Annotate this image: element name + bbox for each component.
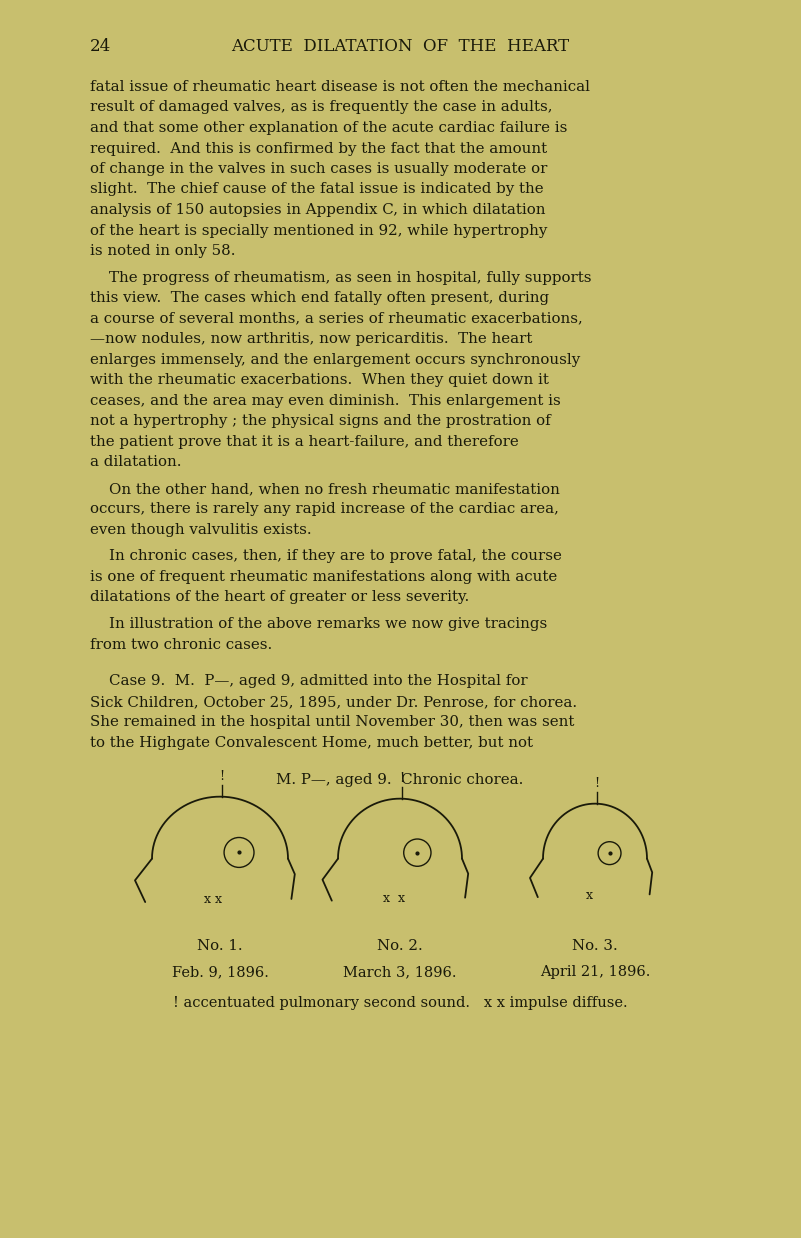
Text: x x: x x [204, 893, 222, 906]
Text: Case 9.  M.  P—, aged 9, admitted into the Hospital for: Case 9. M. P—, aged 9, admitted into the… [90, 675, 528, 688]
Text: required.  And this is confirmed by the fact that the amount: required. And this is confirmed by the f… [90, 141, 547, 156]
Text: x  x: x x [383, 891, 405, 905]
Text: to the Highgate Convalescent Home, much better, but not: to the Highgate Convalescent Home, much … [90, 737, 533, 750]
Text: !: ! [400, 771, 405, 785]
Text: On the other hand, when no fresh rheumatic manifestation: On the other hand, when no fresh rheumat… [90, 482, 560, 495]
Text: No. 1.: No. 1. [197, 938, 243, 953]
Text: fatal issue of rheumatic heart disease is not often the mechanical: fatal issue of rheumatic heart disease i… [90, 80, 590, 94]
Text: In chronic cases, then, if they are to prove fatal, the course: In chronic cases, then, if they are to p… [90, 550, 562, 563]
Text: —now nodules, now arthritis, now pericarditis.  The heart: —now nodules, now arthritis, now pericar… [90, 332, 533, 347]
Text: The progress of rheumatism, as seen in hospital, fully supports: The progress of rheumatism, as seen in h… [90, 271, 591, 285]
Text: from two chronic cases.: from two chronic cases. [90, 638, 272, 651]
Text: the patient prove that it is a heart-failure, and therefore: the patient prove that it is a heart-fai… [90, 435, 519, 448]
Text: not a hypertrophy ; the physical signs and the prostration of: not a hypertrophy ; the physical signs a… [90, 415, 551, 428]
Text: result of damaged valves, as is frequently the case in adults,: result of damaged valves, as is frequent… [90, 100, 553, 114]
Text: even though valvulitis exists.: even though valvulitis exists. [90, 522, 312, 537]
Text: No. 3.: No. 3. [572, 938, 618, 953]
Text: !: ! [219, 770, 224, 782]
Text: is noted in only 58.: is noted in only 58. [90, 244, 235, 258]
Text: 24: 24 [90, 38, 111, 54]
Text: enlarges immensely, and the enlargement occurs synchronously: enlarges immensely, and the enlargement … [90, 353, 580, 366]
Text: is one of frequent rheumatic manifestations along with acute: is one of frequent rheumatic manifestati… [90, 569, 557, 584]
Text: Feb. 9, 1896.: Feb. 9, 1896. [171, 966, 268, 979]
Text: with the rheumatic exacerbations.  When they quiet down it: with the rheumatic exacerbations. When t… [90, 373, 549, 387]
Text: M. P—, aged 9.  Chronic chorea.: M. P—, aged 9. Chronic chorea. [276, 773, 524, 787]
Text: and that some other explanation of the acute cardiac failure is: and that some other explanation of the a… [90, 121, 567, 135]
Text: !: ! [594, 776, 600, 790]
Text: Sick Children, October 25, 1895, under Dr. Penrose, for chorea.: Sick Children, October 25, 1895, under D… [90, 695, 578, 709]
Text: ! accentuated pulmonary second sound.   x x impulse diffuse.: ! accentuated pulmonary second sound. x … [173, 997, 627, 1010]
Text: occurs, there is rarely any rapid increase of the cardiac area,: occurs, there is rarely any rapid increa… [90, 503, 559, 516]
Text: April 21, 1896.: April 21, 1896. [540, 966, 650, 979]
Text: this view.  The cases which end fatally often present, during: this view. The cases which end fatally o… [90, 291, 549, 305]
Text: of the heart is specially mentioned in 92, while hypertrophy: of the heart is specially mentioned in 9… [90, 224, 547, 238]
Text: No. 2.: No. 2. [377, 938, 423, 953]
Text: dilatations of the heart of greater or less severity.: dilatations of the heart of greater or l… [90, 591, 469, 604]
Text: March 3, 1896.: March 3, 1896. [344, 966, 457, 979]
Text: She remained in the hospital until November 30, then was sent: She remained in the hospital until Novem… [90, 716, 574, 729]
Text: slight.  The chief cause of the fatal issue is indicated by the: slight. The chief cause of the fatal iss… [90, 182, 544, 197]
Text: In illustration of the above remarks we now give tracings: In illustration of the above remarks we … [90, 617, 547, 631]
Text: ACUTE  DILATATION  OF  THE  HEART: ACUTE DILATATION OF THE HEART [231, 38, 569, 54]
Text: analysis of 150 autopsies in Appendix C, in which dilatation: analysis of 150 autopsies in Appendix C,… [90, 203, 545, 217]
Text: x: x [586, 889, 594, 903]
Text: ceases, and the area may even diminish.  This enlargement is: ceases, and the area may even diminish. … [90, 394, 561, 407]
Text: of change in the valves in such cases is usually moderate or: of change in the valves in such cases is… [90, 162, 547, 176]
Text: a dilatation.: a dilatation. [90, 456, 182, 469]
Text: a course of several months, a series of rheumatic exacerbations,: a course of several months, a series of … [90, 312, 583, 326]
